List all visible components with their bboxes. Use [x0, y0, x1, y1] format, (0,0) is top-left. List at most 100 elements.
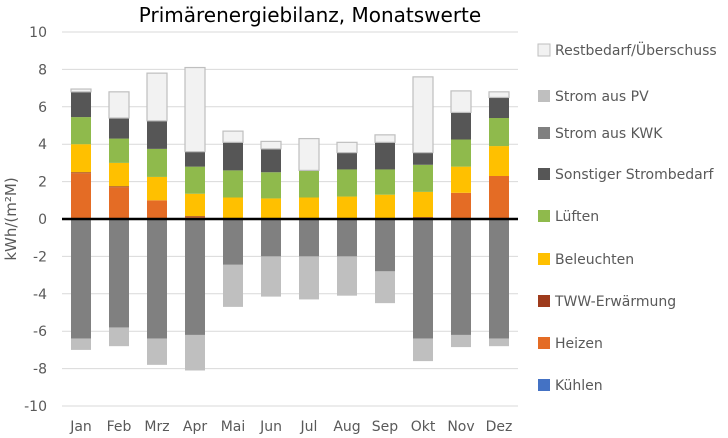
x-tick-label: Okt	[411, 419, 436, 434]
x-tick-label: Mai	[221, 419, 246, 434]
legend-label: Beleuchten	[555, 252, 634, 268]
bar-segment	[71, 172, 91, 174]
bar-segment	[147, 219, 167, 339]
x-tick-label: Jan	[69, 419, 92, 434]
bar-segment	[109, 162, 129, 187]
chart-title: Primärenergiebilanz, Monatswerte	[139, 3, 481, 27]
x-tick-label: Mrz	[144, 419, 169, 434]
bar-segment	[337, 152, 357, 170]
legend-swatch	[538, 379, 550, 391]
bar-segment	[185, 193, 205, 217]
bar-segment	[260, 140, 282, 150]
bar-segment	[185, 166, 205, 194]
bar-segment	[108, 91, 130, 119]
y-tick-labels: 10 8 6 4 2 0 -2 -4 -6 -8 -10	[24, 25, 47, 415]
legend-label: Strom aus PV	[555, 89, 649, 105]
bar-segment	[223, 197, 243, 219]
bar-segment	[109, 219, 129, 328]
bar-segment	[185, 334, 205, 371]
legend-swatch	[538, 295, 550, 307]
bar-segment	[147, 176, 167, 201]
bar-segment	[109, 327, 129, 347]
legend: Restbedarf/Überschuss Strom aus PV Strom a…	[537, 41, 717, 394]
bar-segment	[489, 219, 509, 339]
bar-segment	[71, 144, 91, 173]
bar-segment	[451, 166, 471, 193]
bar-segment	[299, 197, 319, 219]
legend-swatch	[538, 210, 550, 222]
bar-segment	[374, 134, 396, 143]
bar-segment	[451, 112, 471, 140]
bar-segment	[261, 172, 281, 199]
bar-segment	[413, 191, 433, 218]
legend-swatch	[537, 43, 551, 57]
bar-segment	[412, 76, 434, 154]
x-tick-label: Aug	[333, 419, 360, 434]
bar-segment	[451, 192, 471, 219]
x-tick-label: Jul	[300, 419, 318, 434]
bar-segment	[185, 151, 205, 167]
bar-segment	[451, 139, 471, 167]
y-tick-label: 8	[38, 62, 47, 78]
legend-label: Lüften	[555, 209, 599, 225]
bar-segment	[450, 90, 472, 114]
bar-segment	[489, 338, 509, 347]
bar-segment	[109, 186, 129, 188]
legend-swatch	[538, 168, 550, 180]
legend-label: Heizen	[555, 336, 603, 352]
bar-segment	[488, 91, 510, 99]
bar-segment	[375, 142, 395, 170]
bar-segment	[298, 137, 320, 171]
x-tick-label: Dez	[486, 419, 513, 434]
legend-swatch	[538, 90, 550, 102]
bar-segment	[261, 198, 281, 219]
x-tick-label: Apr	[183, 419, 207, 434]
bar-segment	[413, 164, 433, 192]
bar-segment	[147, 148, 167, 177]
legend-swatch	[538, 253, 550, 265]
bar-segment	[299, 219, 319, 257]
bar-segment	[337, 196, 357, 219]
bar-segment	[336, 141, 358, 154]
bar-segment	[413, 217, 433, 219]
bar-segment	[184, 66, 206, 153]
bar-segment	[299, 170, 319, 198]
legend-label: Sonstiger Strombedarf	[555, 167, 714, 183]
bar-segment	[261, 148, 281, 173]
bar-segment	[146, 72, 168, 122]
bar-segment	[489, 146, 509, 176]
bar-segment	[337, 256, 357, 296]
bar-segment	[71, 117, 91, 145]
bars	[70, 66, 510, 371]
bar-segment	[223, 170, 243, 198]
bar-segment	[375, 194, 395, 219]
bar-segment	[413, 219, 433, 339]
bar-segment	[70, 88, 92, 93]
bar-segment	[261, 219, 281, 257]
legend-swatch	[538, 127, 550, 139]
bar-segment	[451, 334, 471, 348]
bar-segment	[223, 142, 243, 171]
bar-segment	[489, 97, 509, 119]
y-tick-label: 2	[38, 175, 47, 191]
x-tick-labels: Jan Feb Mrz Apr Mai Jun Jul Aug Sep Okt Nov Dez	[69, 419, 513, 435]
bar-segment	[147, 338, 167, 365]
bar-segment	[223, 264, 243, 307]
bar-segment	[71, 173, 91, 219]
bar-segment	[451, 219, 471, 335]
bar-segment	[109, 118, 129, 139]
y-axis-label: kWh/(m²M)	[2, 177, 20, 260]
bar-segment	[375, 271, 395, 304]
x-tick-label: Sep	[372, 419, 399, 434]
bar-segment	[375, 169, 395, 195]
legend-label: TWW-Erwärmung	[554, 294, 676, 310]
bar-segment	[185, 216, 205, 218]
legend-label: Restbedarf/Überschuss	[555, 41, 717, 59]
x-tick-label: Nov	[447, 419, 474, 434]
y-tick-label: -4	[33, 287, 47, 303]
bar-segment	[71, 91, 91, 118]
legend-label: Strom aus KWK	[555, 126, 663, 142]
bar-segment	[109, 138, 129, 163]
bar-segment	[71, 219, 91, 339]
